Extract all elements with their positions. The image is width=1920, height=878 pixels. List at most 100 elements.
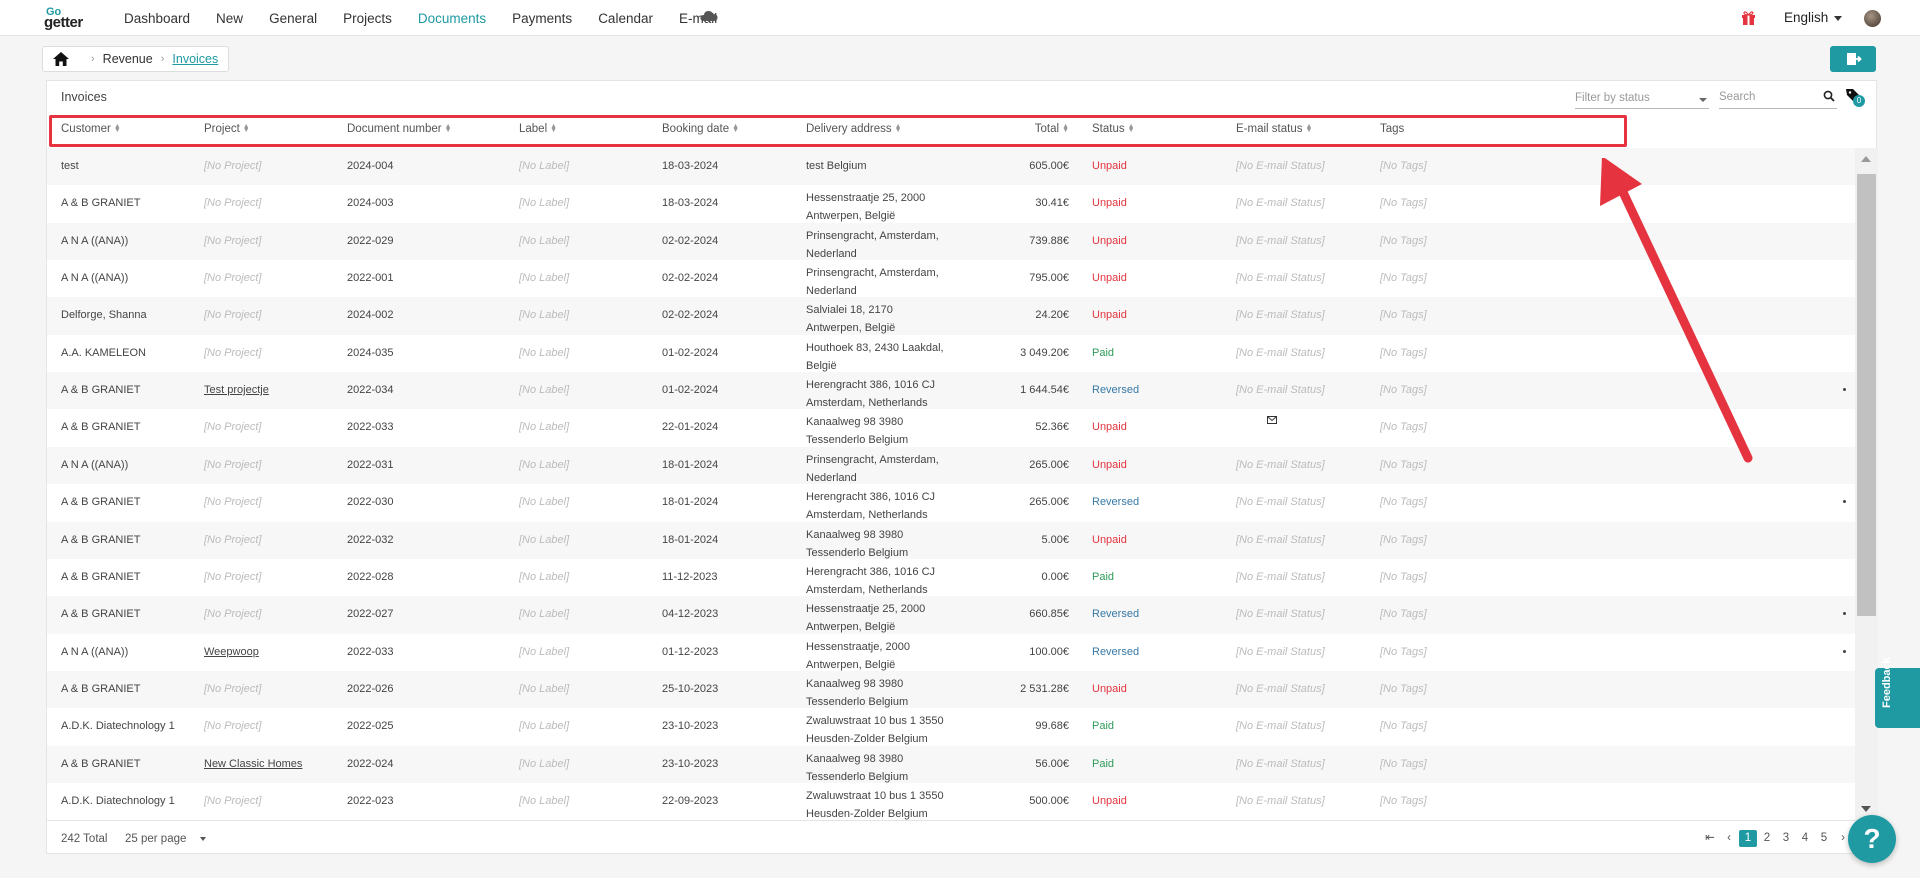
nav-item-projects[interactable]: Projects bbox=[343, 10, 392, 26]
breadcrumb-invoices[interactable]: Invoices bbox=[172, 52, 219, 66]
mail-icon[interactable] bbox=[1267, 416, 1277, 425]
nav-item-documents[interactable]: Documents bbox=[417, 10, 487, 26]
feedback-tab[interactable]: Feedback bbox=[1875, 657, 1920, 728]
cell-delivery-address: Hessenstraatje, 2000 Antwerpen, België bbox=[806, 638, 910, 674]
scroll-thumb[interactable] bbox=[1857, 174, 1876, 616]
row-actions-icon[interactable] bbox=[1843, 649, 1846, 653]
search-icon[interactable] bbox=[1823, 90, 1835, 102]
search-input[interactable]: Search bbox=[1719, 87, 1837, 109]
page-2[interactable]: 2 bbox=[1763, 832, 1771, 844]
column-header-customer[interactable]: Customer ▲ ▼ bbox=[61, 123, 121, 135]
column-header-booking-date[interactable]: Booking date ▲ ▼ bbox=[662, 123, 739, 135]
nav-item-general[interactable]: General bbox=[269, 10, 318, 26]
page-1[interactable]: 1 bbox=[1739, 830, 1757, 847]
per-page-select[interactable]: 25 per page bbox=[125, 833, 207, 845]
table-row[interactable]: test [No Project] 2024-004 [No Label] 18-03-… bbox=[47, 148, 1855, 186]
column-header-label: E-mail status bbox=[1236, 123, 1303, 135]
next-page-icon[interactable]: › bbox=[1841, 832, 1845, 844]
cell-project: [No Project] bbox=[204, 309, 262, 322]
cell-total: 605.00€ bbox=[1029, 160, 1069, 172]
column-header-label[interactable]: Label ▲ ▼ bbox=[519, 123, 557, 135]
table-row[interactable]: Delforge, Shanna [No Project] 2024-002 [No … bbox=[47, 297, 1855, 335]
sort-icon[interactable]: ▲ ▼ bbox=[732, 122, 740, 134]
table-row[interactable]: A & B GRANIET [No Project] 2022-033 [No Lab… bbox=[47, 409, 1855, 446]
home-icon[interactable] bbox=[53, 52, 69, 66]
sort-icon[interactable]: ▲ ▼ bbox=[113, 122, 121, 134]
cell-email-status: [No E-mail Status] bbox=[1236, 458, 1325, 471]
cell-project[interactable]: New Classic Homes bbox=[204, 757, 303, 770]
cell-document-number: 2024-002 bbox=[347, 309, 394, 322]
sort-icon[interactable]: ▲ ▼ bbox=[1305, 122, 1313, 134]
export-button[interactable] bbox=[1830, 46, 1876, 72]
table-row[interactable]: A N A ((ANA)) [No Project] 2022-031 [No Lab… bbox=[47, 446, 1855, 485]
table-row[interactable]: A & B GRANIET [No Project] 2022-026 [No Lab… bbox=[47, 670, 1855, 709]
column-header-e-mail-status[interactable]: E-mail status ▲ ▼ bbox=[1236, 123, 1312, 135]
table-row[interactable]: A N A ((ANA)) [No Project] 2022-001 [No Lab… bbox=[47, 260, 1855, 297]
cell-booking-date: 18-03-2024 bbox=[662, 160, 719, 172]
cloud-icon[interactable] bbox=[700, 10, 718, 22]
table-row[interactable]: A.D.K. Diatechnology 1 [No Project] 2022-0… bbox=[47, 708, 1855, 745]
table-row[interactable]: A & B GRANIET [No Project] 2024-003 [No Lab… bbox=[47, 185, 1855, 222]
language-selector[interactable]: English bbox=[1784, 10, 1843, 25]
prev-page-icon[interactable]: ‹ bbox=[1727, 832, 1731, 844]
cell-customer: A.D.K. Diatechnology 1 bbox=[61, 720, 175, 733]
table-row[interactable]: A & B GRANIET [No Project] 2022-030 [No Lab… bbox=[47, 484, 1855, 521]
table-row[interactable]: A & B GRANIET [No Project] 2022-032 [No Lab… bbox=[47, 521, 1855, 562]
page-3[interactable]: 3 bbox=[1782, 832, 1790, 844]
cell-label: [No Label] bbox=[519, 458, 570, 471]
cell-total: 660.85€ bbox=[1029, 608, 1069, 621]
first-page-icon[interactable]: ⇤ bbox=[1705, 832, 1715, 844]
help-button[interactable]: ? bbox=[1848, 815, 1896, 863]
user-avatar[interactable] bbox=[1864, 10, 1881, 27]
table-row[interactable]: A.A. KAMELEON [No Project] 2024-035 [No Lab… bbox=[47, 335, 1855, 372]
table-row[interactable]: A N A ((ANA)) Weepwoop 2022-033 [No Label] 0… bbox=[47, 634, 1855, 671]
nav-item-calendar[interactable]: Calendar bbox=[598, 10, 653, 26]
gift-icon[interactable] bbox=[1741, 10, 1756, 25]
table-row[interactable]: A & B GRANIET Test projectje 2022-034 [No L… bbox=[47, 372, 1855, 410]
column-header-project[interactable]: Project ▲ ▼ bbox=[204, 123, 250, 135]
cell-customer: A & B GRANIET bbox=[61, 197, 141, 210]
sort-icon[interactable]: ▲ ▼ bbox=[1062, 122, 1069, 134]
cell-project[interactable]: Test projectje bbox=[204, 384, 269, 397]
row-actions-icon[interactable] bbox=[1843, 612, 1846, 616]
scroll-down-icon[interactable] bbox=[1861, 806, 1871, 812]
top-navigation: Go getter Dashboard New General Projects Doc… bbox=[0, 0, 1920, 36]
table-row[interactable]: A & B GRANIET New Classic Homes 2022-024 [N… bbox=[47, 745, 1855, 783]
cell-status: Reversed bbox=[1092, 384, 1140, 397]
gogetter-logo[interactable]: Go getter bbox=[44, 6, 100, 32]
sort-icon[interactable]: ▲ ▼ bbox=[894, 122, 902, 134]
cell-delivery-address: Kanaalweg 98 3980 Tessenderlo Belgium bbox=[806, 526, 908, 562]
sort-icon[interactable]: ▲ ▼ bbox=[444, 122, 452, 134]
cell-project[interactable]: Weepwoop bbox=[204, 645, 259, 658]
column-header-tags[interactable]: Tags bbox=[1380, 123, 1404, 135]
table-row[interactable]: A & B GRANIET [No Project] 2022-028 [No Lab… bbox=[47, 559, 1855, 596]
column-header-document-number[interactable]: Document number ▲ ▼ bbox=[347, 123, 452, 135]
column-header-delivery-address[interactable]: Delivery address ▲ ▼ bbox=[806, 123, 902, 135]
filter-by-status-select[interactable]: Filter by status bbox=[1575, 87, 1709, 109]
table-row[interactable]: A & B GRANIET [No Project] 2022-027 [No Lab… bbox=[47, 596, 1855, 634]
row-actions-icon[interactable] bbox=[1843, 500, 1846, 504]
cell-tags: [No Tags] bbox=[1380, 533, 1427, 546]
cell-email-status: [No E-mail Status] bbox=[1236, 608, 1325, 621]
column-header-status[interactable]: Status ▲ ▼ bbox=[1092, 123, 1135, 135]
breadcrumb-revenue[interactable]: Revenue bbox=[102, 52, 153, 66]
search-placeholder: Search bbox=[1719, 91, 1756, 103]
table-row[interactable]: A.D.K. Diatechnology 1 [No Project] 2022-0… bbox=[47, 783, 1855, 820]
sort-icon[interactable]: ▲ ▼ bbox=[1127, 122, 1135, 134]
nav-item-dashboard[interactable]: Dashboard bbox=[124, 10, 191, 26]
sort-icon[interactable]: ▲ ▼ bbox=[242, 122, 250, 134]
page-5[interactable]: 5 bbox=[1820, 832, 1828, 844]
sort-icon[interactable]: ▲ ▼ bbox=[550, 122, 558, 134]
nav-item-payments[interactable]: Payments bbox=[512, 10, 573, 26]
cell-status: Paid bbox=[1092, 757, 1115, 770]
vertical-scrollbar[interactable] bbox=[1855, 148, 1878, 820]
table-row[interactable]: A N A ((ANA)) [No Project] 2022-029 [No Lab… bbox=[47, 222, 1855, 261]
cell-customer: A & B GRANIET bbox=[61, 757, 141, 770]
cell-label: [No Label] bbox=[519, 608, 570, 621]
scroll-up-icon[interactable] bbox=[1861, 156, 1871, 162]
row-actions-icon[interactable] bbox=[1843, 388, 1846, 392]
nav-item-new[interactable]: New bbox=[216, 10, 244, 26]
column-header-total[interactable]: Total ▲ ▼ bbox=[1035, 123, 1069, 135]
page-4[interactable]: 4 bbox=[1801, 832, 1809, 844]
cell-document-number: 2022-028 bbox=[347, 570, 394, 583]
